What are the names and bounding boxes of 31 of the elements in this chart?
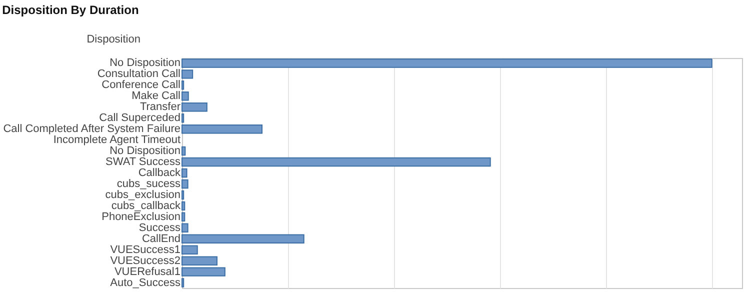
y-tick-label: Transfer (140, 101, 181, 114)
y-tick-label: Call Superceded (99, 112, 180, 124)
bar (182, 168, 188, 178)
y-tick-label: No Disposition (110, 145, 180, 158)
bar (182, 124, 262, 134)
y-tick-label: Make Call (132, 90, 180, 102)
y-tick-label: No Disposition (110, 57, 180, 70)
bar (182, 157, 491, 167)
y-tick-label: Conference Call (102, 79, 180, 92)
y-tick-label: Success (138, 222, 181, 234)
y-tick-label: cubs_sucess (116, 178, 181, 190)
y-tick-label: cubs_exclusion (105, 188, 180, 201)
y-tick-label: PhoneExclusion (102, 210, 180, 223)
y-tick-label: cubs_callback (111, 200, 181, 212)
y-tick-label: VUESuccess1 (110, 244, 180, 256)
y-axis-title: Disposition (86, 34, 140, 46)
y-tick-label: VUESuccess2 (110, 254, 180, 267)
y-tick-label: Incomplete Agent Timeout (53, 134, 180, 146)
y-tick-label: CallEnd (142, 232, 180, 245)
y-tick-label: Consultation Call (97, 68, 180, 80)
y-tick-label: SWAT Success (106, 156, 181, 168)
text: Disposition By Duration (2, 3, 139, 17)
bar (182, 179, 188, 189)
bar (182, 201, 186, 211)
bar (182, 146, 186, 156)
bar (182, 223, 188, 233)
y-tick-label: Call Completed After System Failure (3, 123, 180, 136)
y-tick-label: Auto_Success (110, 276, 181, 289)
bar (182, 212, 186, 222)
y-tick-label: Callback (138, 167, 181, 179)
y-tick-label: VUERefusal1 (114, 266, 180, 278)
